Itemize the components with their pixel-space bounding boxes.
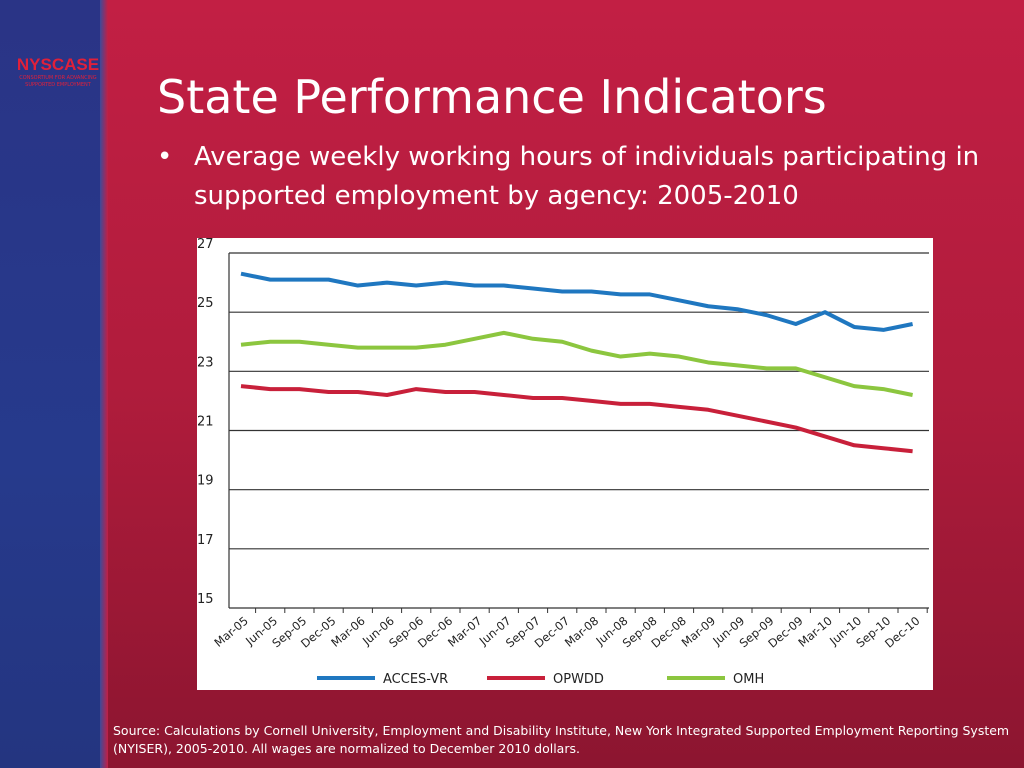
legend-label: OPWDD	[553, 672, 604, 687]
legend-label: ACCES-VR	[383, 672, 448, 687]
y-tick-label: 17	[197, 533, 214, 548]
y-tick-label: 25	[197, 296, 214, 311]
x-tick-label: Mar-07	[445, 614, 484, 650]
bullet-point: • Average weekly working hours of indivi…	[157, 138, 1017, 216]
y-tick-label: 19	[197, 474, 214, 489]
y-tick-label: 21	[197, 415, 214, 430]
y-tick-label: 15	[197, 592, 214, 607]
sidebar-edge	[100, 0, 108, 768]
series-line-omh	[240, 330, 913, 397]
series-line-opwdd	[240, 384, 913, 454]
y-tick-label: 27	[197, 238, 214, 252]
legend-label: OMH	[733, 672, 764, 687]
source-note: Source: Calculations by Cornell Universi…	[113, 723, 1010, 756]
x-tick-label: Mar-09	[679, 614, 718, 650]
y-tick-label: 23	[197, 355, 214, 370]
line-chart: 15 17 19 21 23 25 27 Mar-05 Jun-05 Sep-05 Dec-05 Ma…	[197, 237, 933, 690]
bullet-dot: •	[157, 142, 173, 172]
nyscase-logo: NYSCASE CONSORTIUM FOR ADVANCING SUPPORT…	[8, 55, 108, 89]
x-tick-label: Mar-05	[211, 614, 250, 650]
series-line-acces-vr	[240, 271, 913, 332]
logo-name: NYSCASE	[16, 55, 100, 74]
x-tick-label: Mar-08	[562, 614, 601, 650]
x-tick-label: Mar-10	[795, 614, 834, 650]
chart-svg: 15171921232527Mar-05Jun-05Sep-05Dec-05Ma…	[197, 237, 929, 687]
slide-title: State Performance Indicators	[157, 70, 827, 124]
x-tick-label: Mar-06	[328, 614, 367, 650]
logo-tagline: CONSORTIUM FOR ADVANCING SUPPORTED EMPLO…	[19, 75, 97, 88]
left-sidebar-band	[0, 0, 106, 768]
bullet-text: Average weekly working hours of individu…	[194, 142, 980, 211]
